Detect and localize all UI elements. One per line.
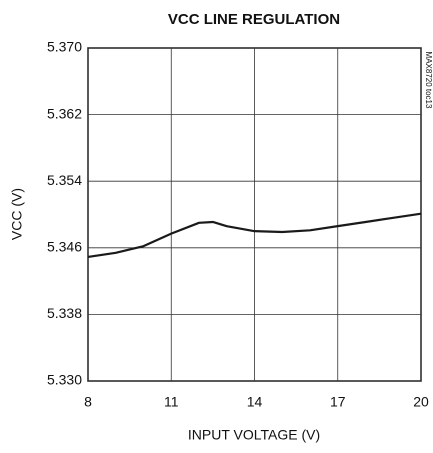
- y-tick-label: 5.354: [47, 172, 82, 188]
- x-tick-label: 20: [413, 394, 429, 410]
- annotation: MAX8720 toc13: [424, 52, 433, 109]
- data-line: [87, 212, 422, 259]
- y-tick-label: 5.330: [47, 372, 82, 388]
- y-tick-label: 5.370: [47, 39, 82, 55]
- x-axis-label: INPUT VOLTAGE (V): [188, 427, 320, 443]
- x-tick-label: 11: [164, 394, 179, 410]
- x-tick-label: 17: [330, 394, 346, 410]
- y-axis-label: VCC (V): [9, 188, 25, 240]
- x-tick-label: 8: [84, 394, 92, 410]
- chart-title: VCC LINE REGULATION: [168, 11, 340, 28]
- y-tick-label: 5.346: [47, 239, 82, 255]
- y-tick-label: 5.338: [47, 305, 82, 321]
- x-tick-label: 14: [247, 394, 263, 410]
- y-tick-label: 5.362: [47, 105, 82, 121]
